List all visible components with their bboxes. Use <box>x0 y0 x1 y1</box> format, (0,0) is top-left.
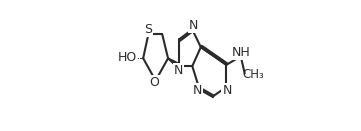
Text: N: N <box>193 84 202 97</box>
Polygon shape <box>168 58 180 68</box>
Text: N: N <box>188 19 198 32</box>
Text: O: O <box>149 76 159 89</box>
Text: NH: NH <box>232 46 251 59</box>
Text: N: N <box>174 64 183 77</box>
Text: HO: HO <box>117 51 136 64</box>
Text: CH₃: CH₃ <box>243 67 265 81</box>
Text: N: N <box>222 84 232 97</box>
Text: S: S <box>144 23 152 36</box>
